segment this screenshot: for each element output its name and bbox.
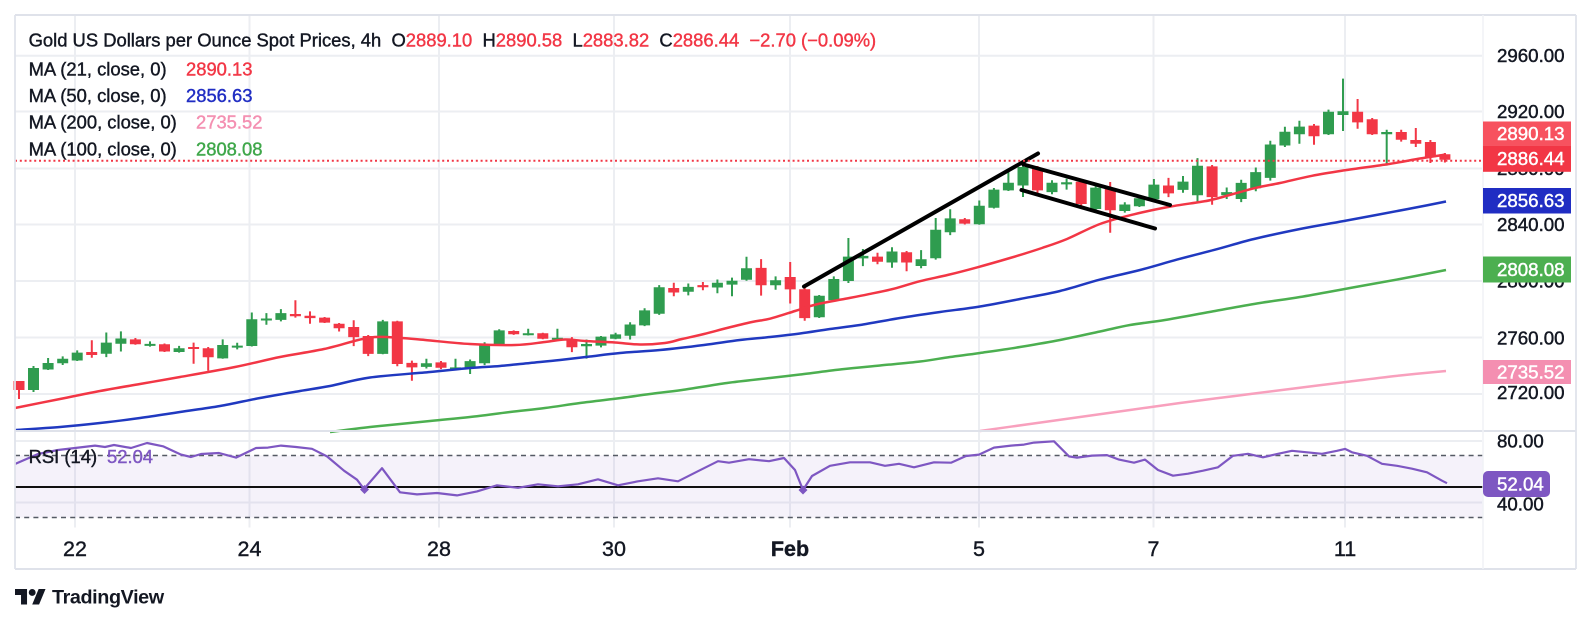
svg-text:2760.00: 2760.00 <box>1497 328 1565 349</box>
svg-text:2720.00: 2720.00 <box>1497 382 1565 403</box>
svg-text:30: 30 <box>602 537 626 561</box>
svg-text:Gold US Dollars per Ounce Spot: Gold US Dollars per Ounce Spot Prices, 4… <box>29 29 877 50</box>
svg-text:MA (50, close, 0): MA (50, close, 0) <box>29 85 167 106</box>
svg-text:28: 28 <box>427 537 451 561</box>
svg-text:52.04: 52.04 <box>107 446 153 467</box>
svg-text:2808.08: 2808.08 <box>1497 259 1565 280</box>
svg-text:24: 24 <box>238 537 262 561</box>
svg-text:TradingView: TradingView <box>52 587 165 609</box>
svg-text:40.00: 40.00 <box>1497 494 1544 515</box>
svg-text:MA (200, close, 0): MA (200, close, 0) <box>29 111 177 132</box>
svg-text:5: 5 <box>973 537 985 561</box>
svg-text:2808.08: 2808.08 <box>196 138 262 159</box>
svg-text:MA (100, close, 0): MA (100, close, 0) <box>29 138 177 159</box>
svg-text:RSI (14): RSI (14) <box>29 446 97 467</box>
svg-text:2920.00: 2920.00 <box>1497 101 1565 122</box>
svg-text:80.00: 80.00 <box>1497 431 1544 452</box>
svg-text:2735.52: 2735.52 <box>1497 362 1565 383</box>
svg-text:2856.63: 2856.63 <box>186 85 252 106</box>
svg-text:2960.00: 2960.00 <box>1497 45 1565 66</box>
svg-text:22: 22 <box>63 537 87 561</box>
svg-text:52.04: 52.04 <box>1497 474 1544 495</box>
svg-text:2890.13: 2890.13 <box>186 58 252 79</box>
svg-text:2886.44: 2886.44 <box>1497 148 1565 169</box>
svg-text:2856.63: 2856.63 <box>1497 190 1565 211</box>
svg-text:2890.13: 2890.13 <box>1497 123 1565 144</box>
svg-text:2735.52: 2735.52 <box>196 111 262 132</box>
svg-text:2840.00: 2840.00 <box>1497 214 1565 235</box>
svg-text:11: 11 <box>1334 537 1356 561</box>
svg-text:MA (21, close, 0): MA (21, close, 0) <box>29 58 167 79</box>
svg-text:Feb: Feb <box>771 537 809 561</box>
svg-text:7: 7 <box>1148 537 1160 561</box>
